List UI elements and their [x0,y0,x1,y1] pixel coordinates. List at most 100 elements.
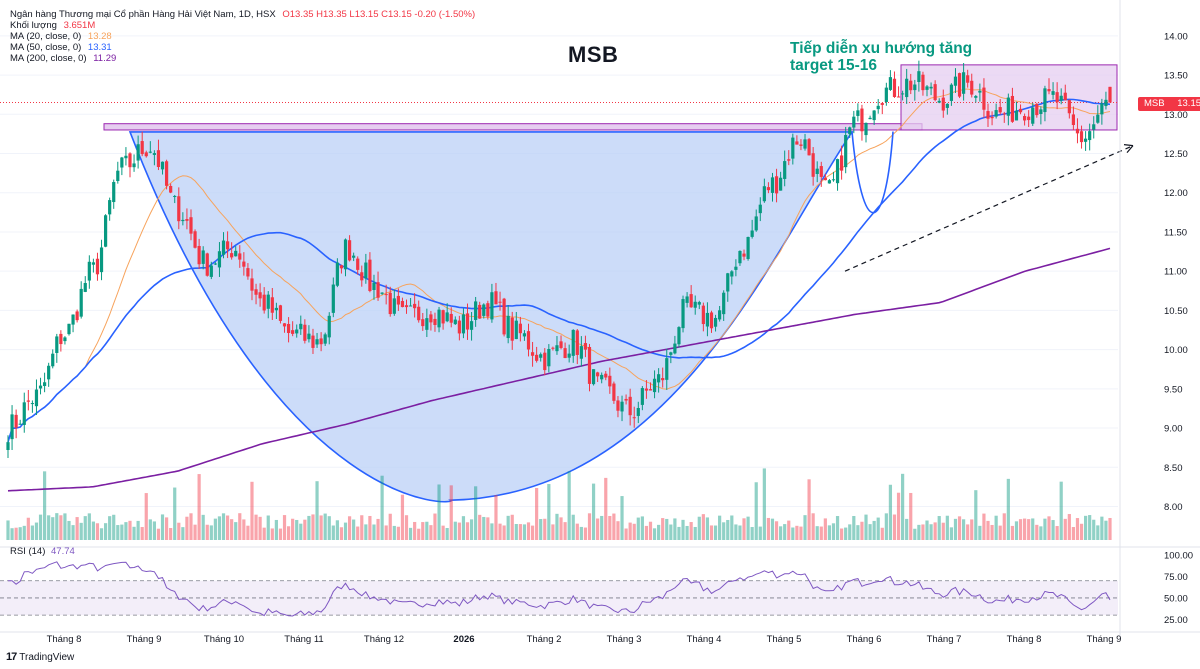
volume-bar [604,477,608,540]
candle-body [514,320,518,340]
volume-bar [1084,515,1088,540]
volume-bar [738,525,742,540]
volume-bar [636,517,640,540]
volume-bar [205,524,209,540]
tradingview-logo[interactable]: 17 TradingView [6,651,74,663]
volume-bar [852,516,856,540]
candle-body [266,294,270,309]
candle-body [876,105,880,110]
candle-body [112,182,116,203]
tradingview-logo-icon: 17 [6,651,17,663]
candle-body [539,354,543,358]
volume-bar [559,517,563,540]
candle-body [669,352,673,355]
candle-body [892,78,897,97]
candle-body [83,282,87,292]
annotation-line-2: target 15-16 [790,57,878,74]
volume-bar [892,514,897,540]
price-tick-label: 8.50 [1164,463,1183,474]
candle-body [852,116,856,128]
volume-bar [962,519,966,540]
rsi-tick-label: 50.00 [1164,593,1188,604]
volume-bar [79,522,83,540]
volume-bar [347,516,352,540]
volume-bar [246,525,250,540]
price-tick-label: 11.00 [1164,267,1187,278]
volume-bar [905,518,909,540]
candle-body [770,177,775,193]
volume-bar [872,520,876,540]
volume-bar [343,522,348,540]
volume-bar [754,482,758,540]
candle-body [217,251,222,268]
candle-body [990,116,994,119]
candle-body [799,144,803,146]
volume-bar [689,522,693,540]
volume-bar [250,481,254,540]
volume-bar [990,524,994,540]
volume-bar [510,514,514,540]
volume-bar [140,527,144,540]
volume-bar [217,516,222,540]
rsi-tick-label: 25.00 [1164,615,1188,626]
candle-body [299,323,303,330]
candle-body [644,388,649,391]
volume-bar [266,515,270,540]
volume-bar [953,518,958,540]
volume-bar [421,522,425,540]
annotation-line-1: Tiếp diễn xu hướng tăng [790,40,973,57]
candle-body [929,86,933,89]
candle-body [400,301,405,308]
candle-body [827,180,832,184]
volume-bar [132,526,136,540]
candle-body [844,135,848,168]
candle-body [95,258,100,275]
volume-bar [380,475,384,540]
volume-bar [291,518,295,540]
candle-body [1059,95,1063,101]
volume-bar [51,517,55,540]
volume-bar [941,522,945,540]
volume-bar [884,513,888,540]
volume-bar [860,521,864,540]
candle-body [469,321,474,330]
volume-bar [685,525,689,540]
candle-body [896,96,901,98]
price-tick-label: 13.50 [1164,71,1188,82]
volume-bar [286,526,291,540]
volume-bar [909,492,913,540]
volume-bar [848,524,852,540]
trend-arrow-head [1123,144,1134,154]
candle-body [640,388,644,405]
volume-bar [67,520,71,540]
candle-body [197,245,201,265]
candle-body [396,295,400,305]
candle-body [262,294,266,311]
volume-bar [225,515,230,540]
volume-bar [26,517,30,540]
time-tick-label: 2026 [453,634,474,645]
candle-body [1023,116,1027,121]
candle-body [124,155,128,159]
volume-bar [1075,518,1080,540]
volume-bar [1002,513,1006,540]
volume-bar [705,517,710,540]
volume-bar [982,513,986,540]
volume-bar [47,515,51,540]
candle-body [774,176,779,194]
volume-bar [1043,518,1047,540]
volume-bar [563,522,567,540]
volume-bar [571,514,575,540]
ma50-row: MA (50, close, 0) 13.31 [10,42,475,53]
volume-bar [518,524,522,540]
candle-body [461,314,466,334]
volume-bar [181,527,185,540]
ohlc-values: O13.35 H13.35 L13.15 C13.15 -0.20 (-1.50… [282,9,476,20]
volume-bar [315,481,319,540]
candle-body [535,354,539,361]
volume-bar [335,520,339,540]
volume-bar [673,518,677,540]
candle-body [360,272,364,281]
volume-bar [160,514,165,540]
volume-bar [22,525,26,540]
